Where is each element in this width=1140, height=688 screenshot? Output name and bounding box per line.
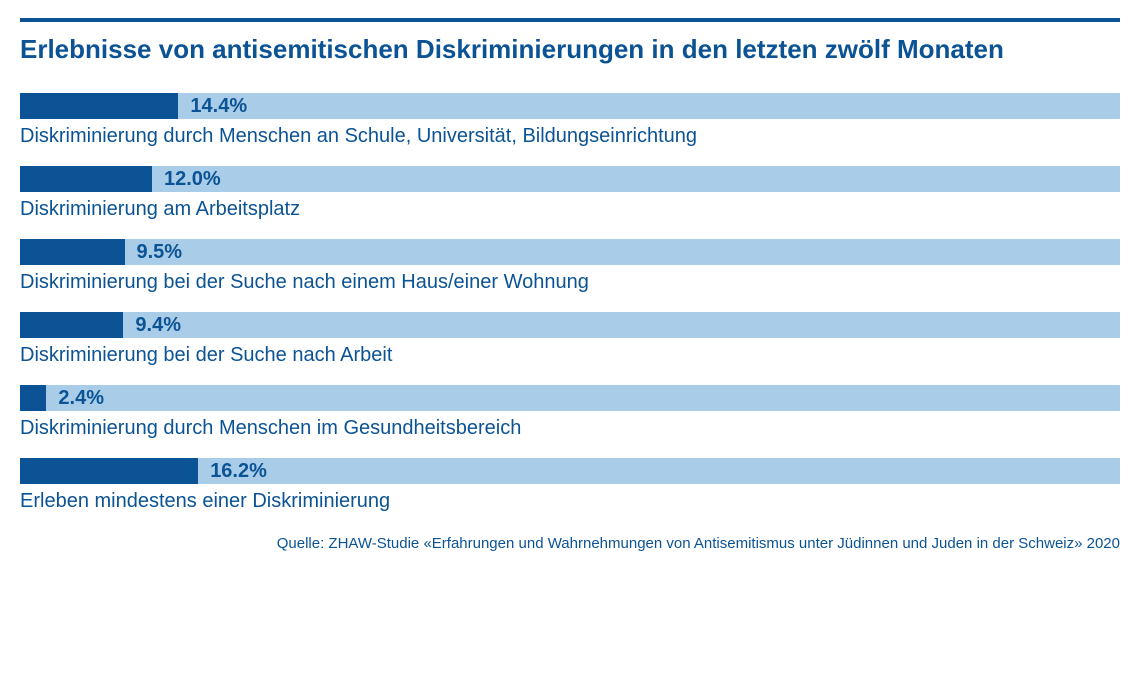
top-rule	[20, 18, 1120, 22]
bar-value-label: 9.4%	[123, 312, 181, 338]
bar-wrap: 2.4%	[20, 385, 1120, 411]
chart-row: 12.0% Diskriminierung am Arbeitsplatz	[20, 166, 1120, 221]
chart-row: 9.5% Diskriminierung bei der Suche nach …	[20, 239, 1120, 294]
bar-caption: Erleben mindestens einer Diskriminierung	[20, 490, 1120, 513]
chart-row: 16.2% Erleben mindestens einer Diskrimin…	[20, 458, 1120, 513]
bar-wrap: 9.4%	[20, 312, 1120, 338]
bar-value-label: 12.0%	[152, 166, 221, 192]
chart-row: 9.4% Diskriminierung bei der Suche nach …	[20, 312, 1120, 367]
bar-background	[20, 312, 1120, 338]
bar-caption: Diskriminierung bei der Suche nach Arbei…	[20, 344, 1120, 367]
bar-caption: Diskriminierung bei der Suche nach einem…	[20, 271, 1120, 294]
bar-caption: Diskriminierung durch Menschen an Schule…	[20, 125, 1120, 148]
bar-fill	[20, 166, 152, 192]
bar-fill	[20, 385, 46, 411]
bar-value-label: 14.4%	[178, 93, 247, 119]
bar-background	[20, 239, 1120, 265]
chart-title: Erlebnisse von antisemitischen Diskrimin…	[20, 34, 1120, 65]
bar-fill	[20, 93, 178, 119]
bar-fill	[20, 239, 125, 265]
bar-caption: Diskriminierung durch Menschen im Gesund…	[20, 417, 1120, 440]
chart-row: 14.4% Diskriminierung durch Menschen an …	[20, 93, 1120, 148]
bar-value-label: 16.2%	[198, 458, 267, 484]
bar-fill	[20, 312, 123, 338]
chart-rows: 14.4% Diskriminierung durch Menschen an …	[20, 93, 1120, 513]
bar-background	[20, 385, 1120, 411]
chart-row: 2.4% Diskriminierung durch Menschen im G…	[20, 385, 1120, 440]
bar-value-label: 9.5%	[125, 239, 183, 265]
bar-value-label: 2.4%	[46, 385, 104, 411]
chart-source: Quelle: ZHAW-Studie «Erfahrungen und Wah…	[20, 535, 1120, 552]
bar-fill	[20, 458, 198, 484]
bar-wrap: 9.5%	[20, 239, 1120, 265]
bar-wrap: 16.2%	[20, 458, 1120, 484]
bar-caption: Diskriminierung am Arbeitsplatz	[20, 198, 1120, 221]
bar-wrap: 12.0%	[20, 166, 1120, 192]
bar-wrap: 14.4%	[20, 93, 1120, 119]
